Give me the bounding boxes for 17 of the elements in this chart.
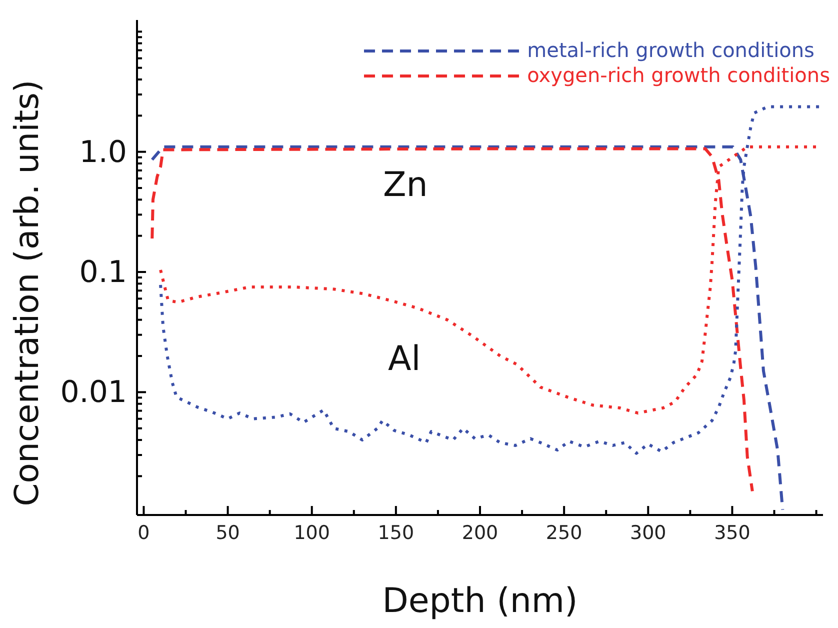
y-axis-title: Concentration (arb. units) (7, 80, 46, 506)
x-tick-label: 350 (714, 522, 750, 544)
x-tick-label: 50 (216, 522, 240, 544)
x-tick-label: 0 (138, 522, 150, 544)
y-tick-label: 0.01 (60, 375, 127, 410)
text: metal-rich growth conditions (527, 38, 814, 63)
x-tick-label: 100 (294, 522, 330, 544)
x-tick-label: 150 (378, 522, 414, 544)
annotation: Al (388, 339, 421, 379)
x-tick-label: 300 (630, 522, 666, 544)
x-tick-label: 200 (462, 522, 498, 544)
x-axis-title: Depth (nm) (382, 581, 578, 621)
text: oxygen-rich growth conditions (527, 63, 830, 88)
y-tick-label: 1.0 (79, 134, 127, 170)
y-tick-label: 0.1 (79, 254, 127, 290)
annotation: Zn (383, 165, 428, 205)
x-tick-label: 250 (546, 522, 582, 544)
